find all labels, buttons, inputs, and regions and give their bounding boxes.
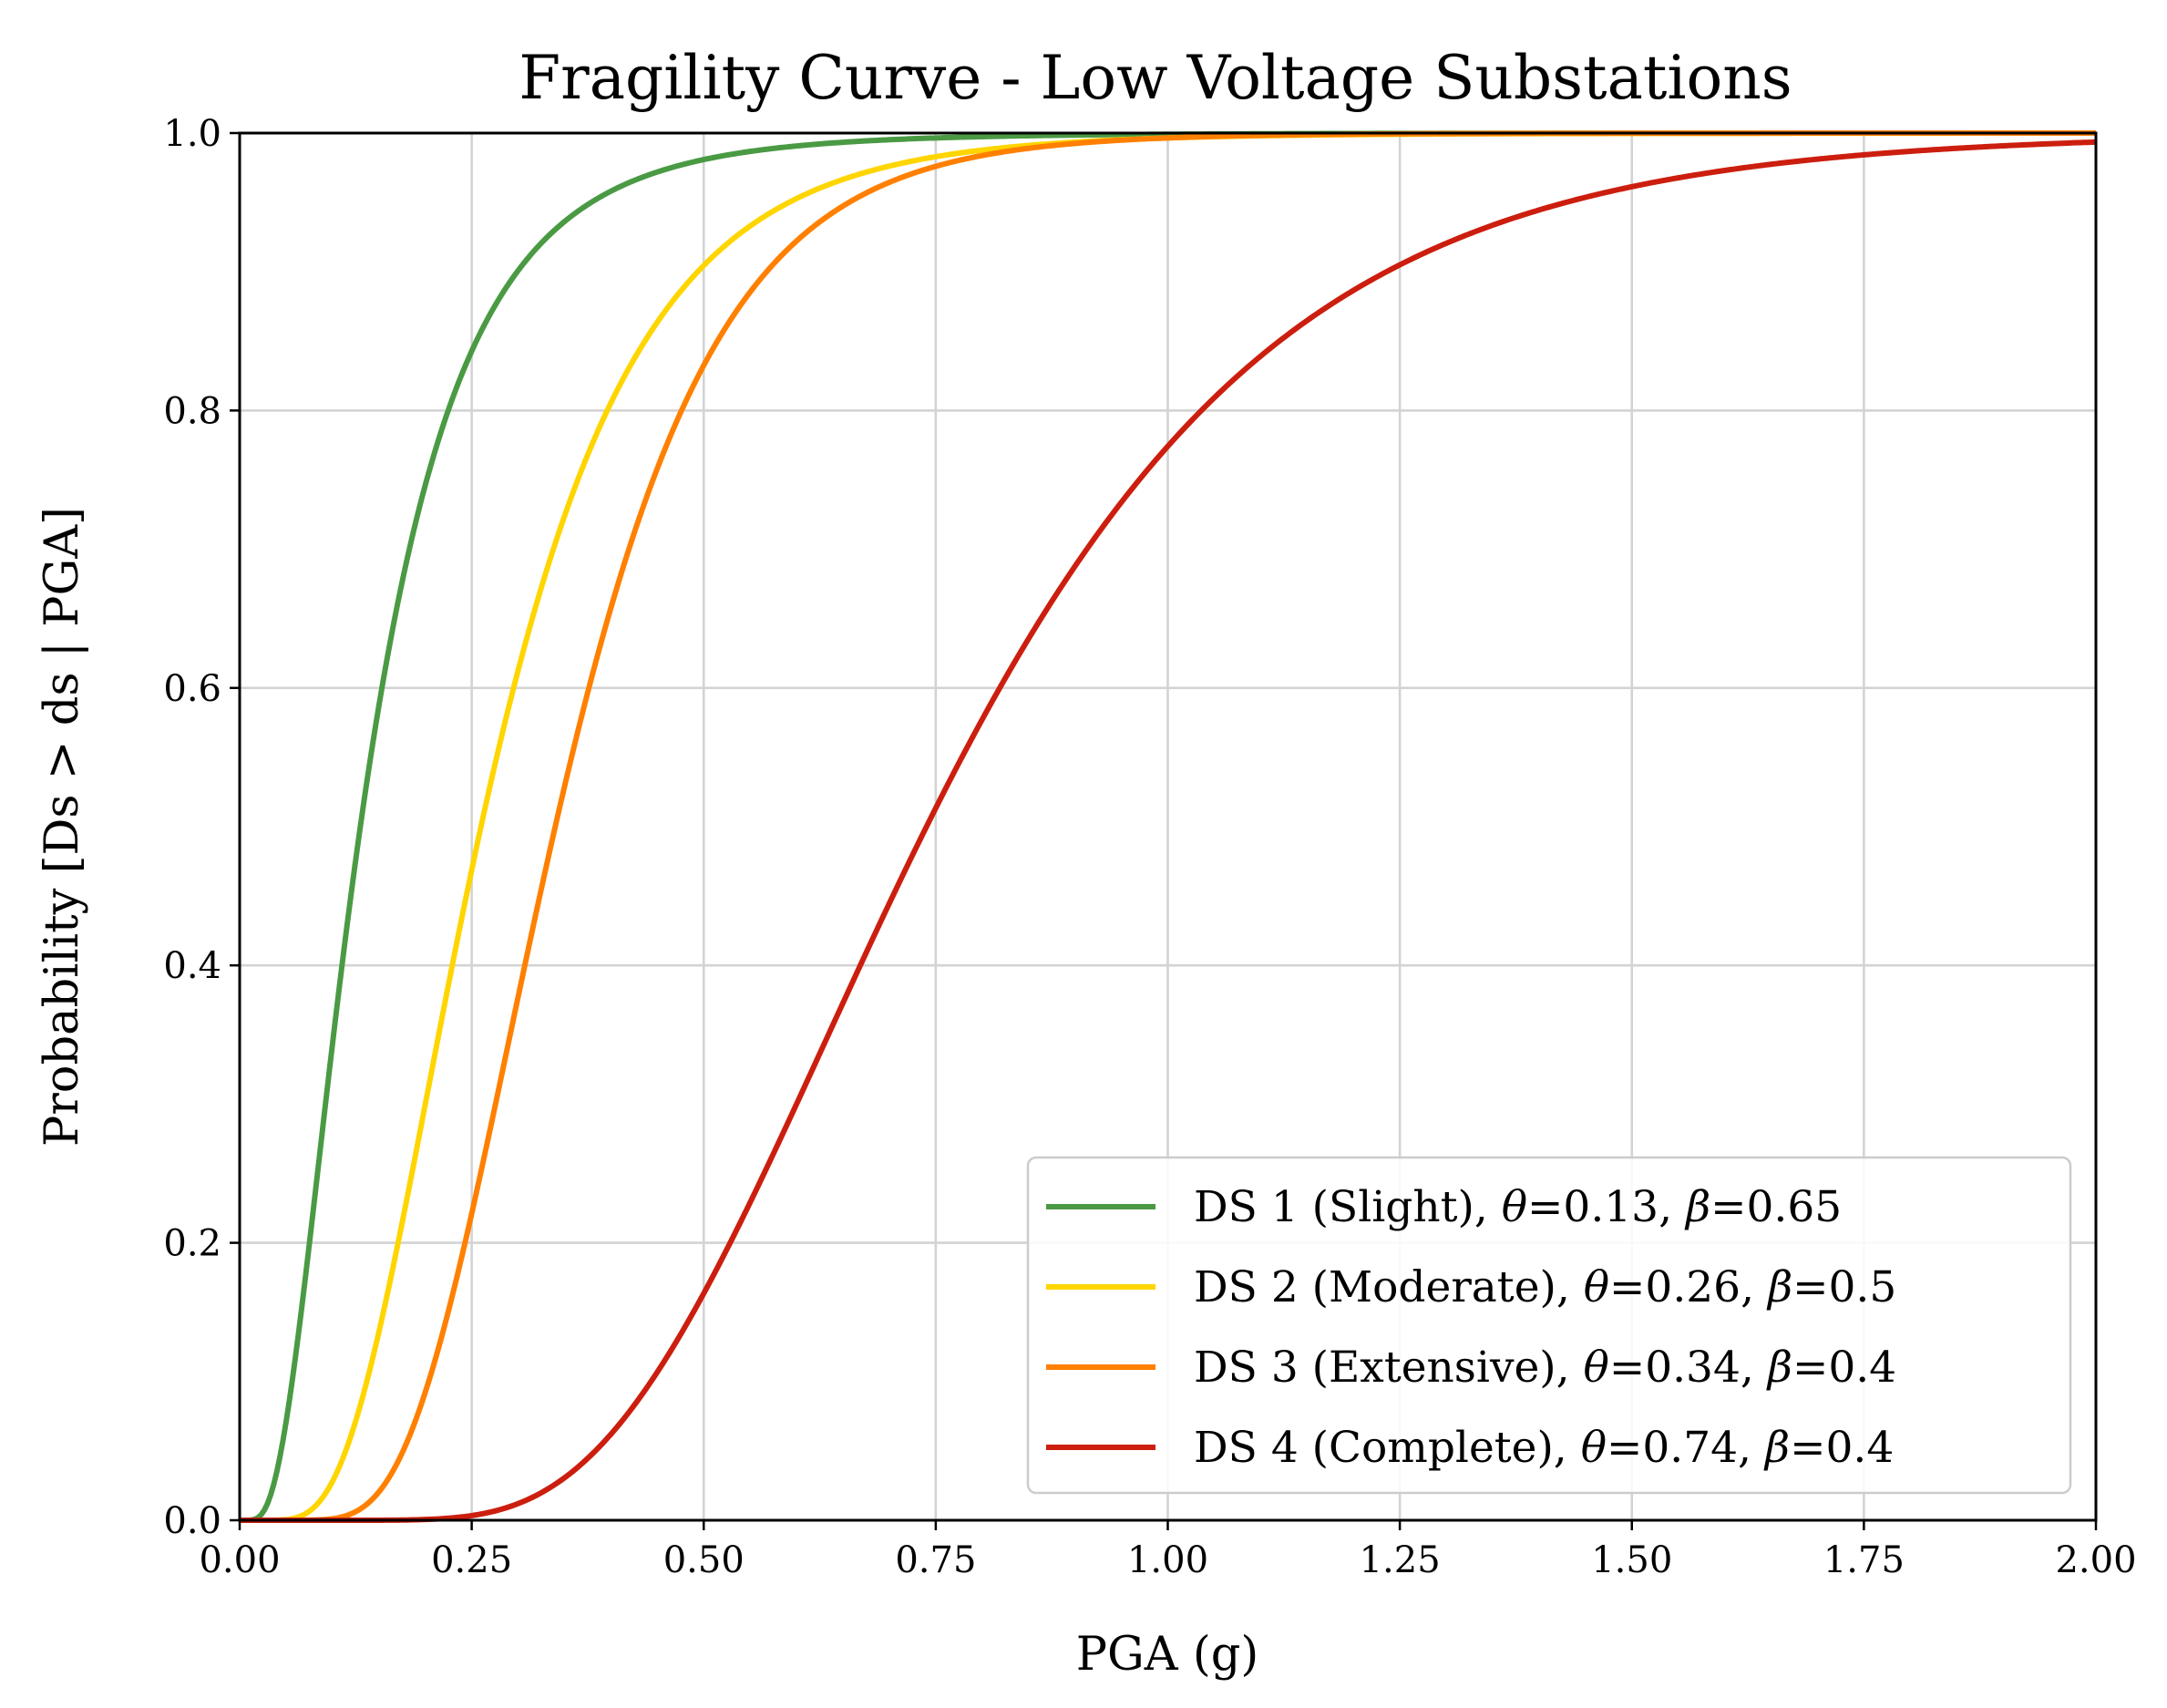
legend-equals: = (1609, 1343, 1645, 1393)
legend-label-prefix: DS 1 (Slight), (1194, 1182, 1502, 1232)
x-tick-label: 0.75 (895, 1539, 976, 1581)
y-tick-label: 0.2 (163, 1223, 221, 1265)
legend-beta-symbol: β (1763, 1423, 1790, 1473)
legend-beta-value: 0.4 (1825, 1423, 1894, 1473)
legend-theta-symbol: θ (1584, 1262, 1609, 1312)
legend-equals: = (1790, 1423, 1825, 1473)
legend-separator: , (1738, 1423, 1765, 1473)
legend-equals: = (1527, 1182, 1563, 1232)
legend-label-prefix: DS 4 (Complete), (1194, 1423, 1581, 1473)
legend-beta-value: 0.65 (1747, 1182, 1843, 1232)
legend-beta-symbol: β (1766, 1343, 1792, 1393)
legend-theta-symbol: θ (1502, 1182, 1527, 1232)
legend-entry-ds3: DS 3 (Extensive), θ=0.34, β=0.4 (1194, 1343, 1896, 1393)
y-tick-label: 0.4 (163, 945, 221, 987)
legend-equals: = (1792, 1262, 1828, 1312)
legend-label-prefix: DS 2 (Moderate), (1194, 1262, 1584, 1312)
legend-theta-value: 0.34 (1645, 1343, 1741, 1393)
x-tick-label: 2.00 (2055, 1539, 2136, 1581)
y-tick-label: 1.0 (163, 113, 221, 155)
legend-label-prefix: DS 3 (Extensive), (1194, 1343, 1584, 1393)
x-tick-label: 1.00 (1127, 1539, 1208, 1581)
x-tick-label: 0.25 (431, 1539, 512, 1581)
legend-theta-symbol: θ (1584, 1343, 1609, 1393)
x-tick-label: 1.25 (1360, 1539, 1441, 1581)
legend-beta-symbol: β (1766, 1262, 1792, 1312)
legend-beta-value: 0.4 (1828, 1343, 1896, 1393)
x-axis-label: PGA (g) (1076, 1628, 1259, 1682)
x-axis-ticks: 0.00 0.25 0.50 0.75 1.00 1.25 1.50 1.75 2.00 (199, 1520, 2137, 1581)
series-line-ds4 (240, 139, 2097, 1523)
legend-separator: , (1741, 1262, 1768, 1312)
legend-entry-ds2: DS 2 (Moderate), θ=0.26, β=0.5 (1194, 1262, 1896, 1312)
legend-theta-value: 0.74 (1642, 1423, 1738, 1473)
legend-theta-symbol: θ (1581, 1423, 1607, 1473)
chart-title: Fragility Curve - Low Voltage Substation… (519, 43, 1792, 113)
legend-beta-value: 0.5 (1829, 1262, 1897, 1312)
legend-theta-value: 0.13 (1563, 1182, 1659, 1232)
legend-beta-symbol: β (1684, 1182, 1710, 1232)
x-tick-label: 0.00 (199, 1539, 280, 1581)
x-tick-label: 1.75 (1823, 1539, 1905, 1581)
legend-equals: = (1792, 1343, 1828, 1393)
legend-equals: = (1607, 1423, 1642, 1473)
legend-theta-value: 0.26 (1645, 1262, 1741, 1312)
y-axis-label: Probability [Ds > ds | PGA] (36, 507, 89, 1147)
legend-frame (1026, 1156, 2072, 1495)
legend-equals: = (1609, 1262, 1645, 1312)
y-axis-ticks: 0.0 0.2 0.4 0.6 0.8 1.0 (163, 113, 240, 1542)
y-tick-label: 0.6 (163, 668, 221, 710)
x-tick-label: 1.50 (1591, 1539, 1672, 1581)
legend-entry-ds4: DS 4 (Complete), θ=0.74, β=0.4 (1194, 1423, 1894, 1473)
legend-equals: = (1710, 1182, 1746, 1232)
y-tick-label: 0.8 (163, 390, 221, 432)
y-tick-label: 0.0 (163, 1500, 221, 1542)
legend-separator: , (1741, 1343, 1768, 1393)
legend-separator: , (1659, 1182, 1686, 1232)
legend-entry-ds1: DS 1 (Slight), θ=0.13, β=0.65 (1194, 1182, 1842, 1232)
x-tick-label: 0.50 (663, 1539, 745, 1581)
